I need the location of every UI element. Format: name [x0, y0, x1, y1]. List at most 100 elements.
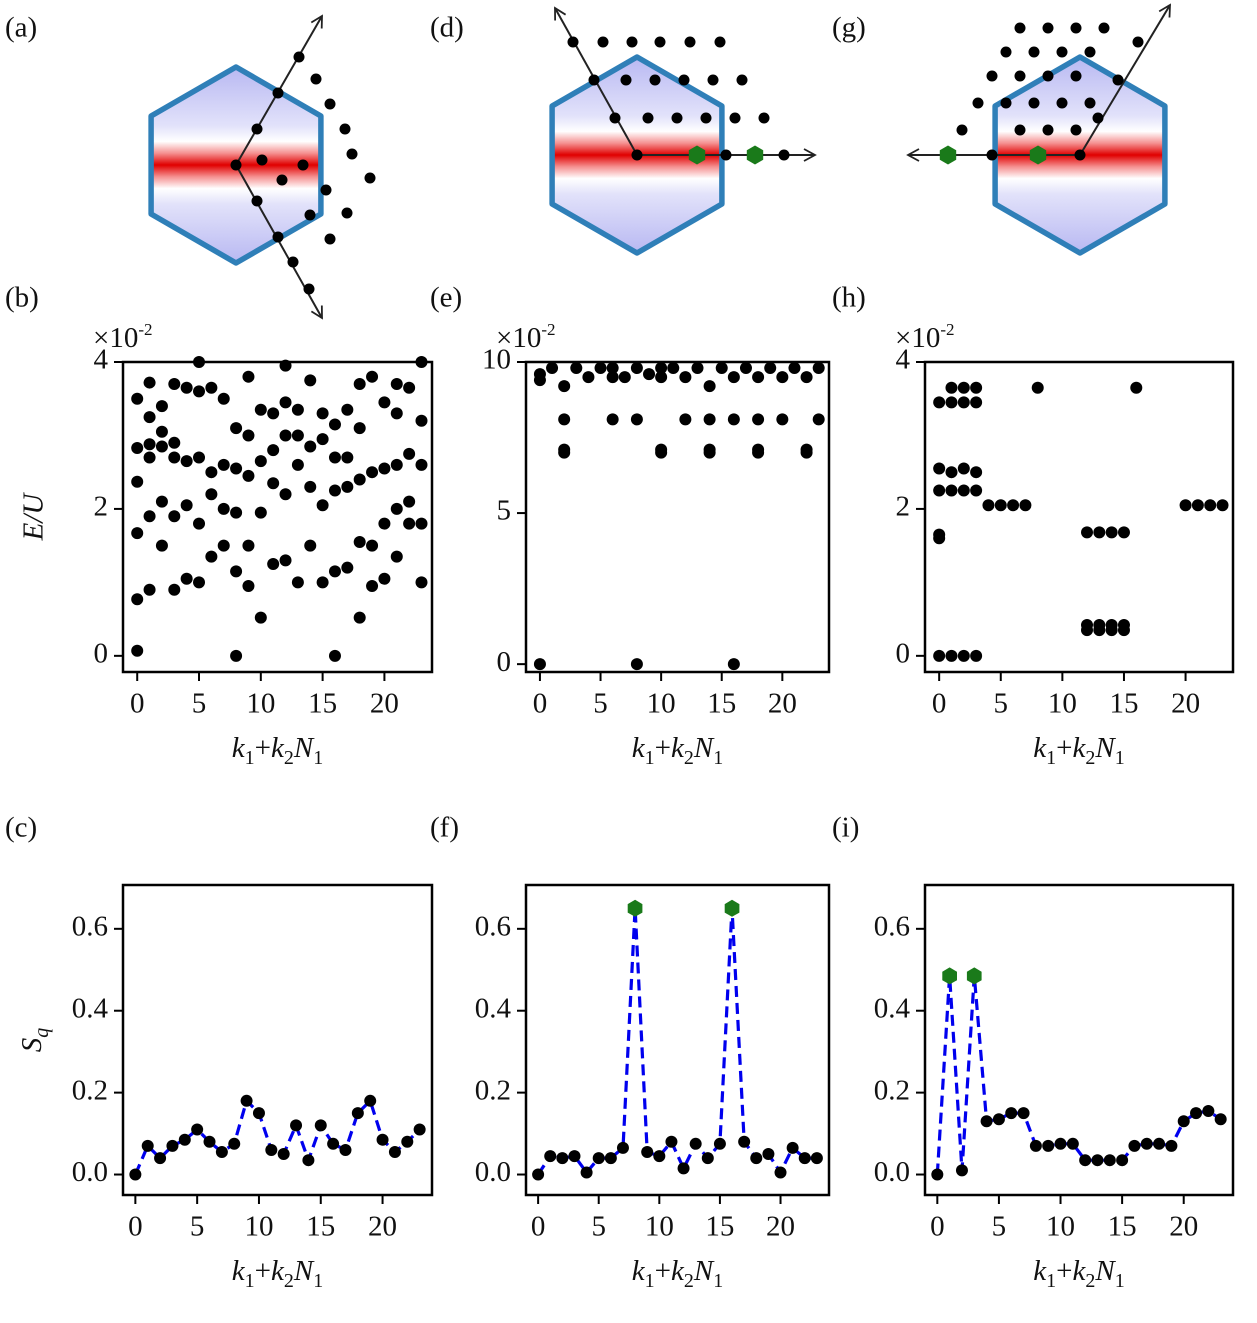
data-point — [955, 1164, 968, 1177]
data-point — [378, 396, 391, 409]
lattice-point — [297, 159, 309, 171]
y-tick-label: 0.2 — [475, 1074, 511, 1106]
data-point — [327, 1137, 340, 1150]
lattice-point — [642, 112, 654, 124]
lattice-point — [678, 74, 690, 86]
peak-marker — [939, 145, 957, 165]
lattice-point — [720, 149, 732, 161]
data-point — [267, 444, 280, 457]
lattice-point — [256, 154, 268, 166]
data-point — [403, 447, 416, 460]
data-point — [230, 422, 243, 435]
data-point — [254, 506, 267, 519]
plot-frame — [923, 883, 1235, 1197]
peak-marker — [688, 145, 706, 165]
data-point — [401, 1135, 414, 1148]
data-point — [193, 451, 206, 464]
lattice-point — [758, 112, 770, 124]
data-point — [1165, 1139, 1178, 1152]
lattice-point — [1014, 124, 1026, 136]
x-tick-label: 20 — [368, 1211, 397, 1243]
lattice-point — [1028, 97, 1040, 109]
data-point — [131, 644, 144, 657]
data-point — [366, 539, 379, 552]
data-point — [205, 488, 218, 501]
data-point — [653, 1150, 666, 1163]
data-point — [316, 407, 329, 420]
data-point — [1042, 1139, 1055, 1152]
label-part: k — [271, 1255, 285, 1287]
peak-marker — [966, 967, 982, 985]
axis-label: Sq — [16, 1028, 53, 1053]
data-point — [279, 396, 292, 409]
y-tick-label: 0 — [94, 637, 109, 669]
x-tick-label: 0 — [130, 688, 145, 720]
lattice-point — [346, 148, 358, 160]
data-point — [316, 433, 329, 446]
data-point — [556, 1152, 569, 1165]
label-part: 1 — [645, 1270, 655, 1292]
data-point — [616, 1141, 629, 1154]
data-point — [155, 425, 168, 438]
data-point — [129, 1168, 142, 1181]
lattice-point — [609, 112, 621, 124]
x-tick-label: 0 — [533, 688, 548, 720]
data-point — [304, 539, 317, 552]
plot-frame — [524, 883, 831, 1197]
data-point — [665, 1135, 678, 1148]
data-point — [982, 499, 995, 512]
data-point — [390, 502, 403, 515]
x-tick-label: 5 — [994, 688, 1009, 720]
label-part: k — [1073, 1255, 1087, 1287]
label-part: + — [655, 732, 671, 764]
lattice-point — [736, 74, 748, 86]
data-point — [390, 407, 403, 420]
data-point — [217, 502, 230, 515]
data-point — [217, 392, 230, 405]
x-tick-label: 20 — [1169, 1211, 1198, 1243]
peak-marker — [746, 145, 764, 165]
label-part: 1 — [1046, 747, 1056, 769]
lattice-point — [1074, 149, 1086, 161]
label-part: 2 — [1085, 747, 1095, 769]
data-point — [546, 362, 559, 375]
data-point — [279, 429, 292, 442]
lattice-point — [251, 123, 263, 135]
data-point — [378, 517, 391, 530]
lattice-point — [320, 184, 332, 196]
data-point — [945, 396, 958, 409]
lattice-point — [272, 231, 284, 243]
data-point — [143, 510, 156, 523]
data-point — [168, 436, 181, 449]
lattice-point — [684, 36, 696, 48]
data-point — [738, 1135, 751, 1148]
data-point — [774, 1166, 787, 1179]
lattice-point — [324, 233, 336, 245]
data-point — [970, 396, 983, 409]
lattice-point — [707, 74, 719, 86]
label-part: k — [671, 1255, 685, 1287]
data-point — [812, 362, 825, 375]
lattice-point — [986, 149, 998, 161]
data-point — [267, 558, 280, 571]
data-point — [957, 484, 970, 497]
data-point — [752, 413, 765, 426]
label-part: k — [271, 732, 285, 764]
data-point — [558, 443, 571, 456]
data-point — [1103, 1154, 1116, 1167]
lattice-point — [597, 36, 609, 48]
data-point — [205, 381, 218, 394]
data-point — [594, 362, 607, 375]
label-part: 2 — [284, 747, 294, 769]
data-point — [314, 1119, 327, 1132]
multiplier-part: -2 — [541, 320, 555, 339]
data-point — [267, 407, 280, 420]
data-point — [764, 362, 777, 375]
data-point — [304, 440, 317, 453]
axis-arrow — [1079, 3, 1171, 156]
data-point — [191, 1123, 204, 1136]
data-point — [279, 488, 292, 501]
peak-marker — [724, 899, 740, 917]
data-point — [254, 455, 267, 468]
lattice-point — [654, 36, 666, 48]
